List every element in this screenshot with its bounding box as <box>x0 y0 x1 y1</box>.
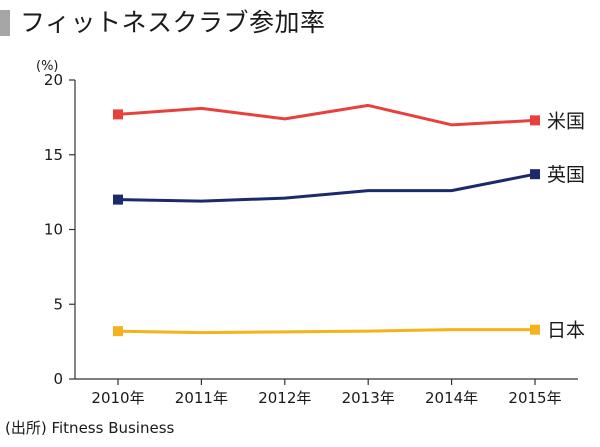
source-note: (出所) Fitness Business <box>5 419 175 437</box>
chart-title: フィットネスクラブ参加率 <box>20 8 326 37</box>
series-0-line <box>116 103 537 127</box>
series-0-label: 米国 <box>547 110 585 132</box>
y-tick-label: 15 <box>44 146 63 164</box>
chart-title-block: フィットネスクラブ参加率 <box>0 8 326 38</box>
y-tick-label: 20 <box>44 71 63 89</box>
series-1-marker <box>530 169 540 180</box>
x-tick-label: 2014年 <box>425 389 478 407</box>
series-0-marker <box>530 115 540 126</box>
series-0-marker <box>113 109 123 120</box>
series-2-marker <box>530 324 540 335</box>
series-2-label: 日本 <box>547 320 585 342</box>
x-tick-label: 2012年 <box>258 389 311 407</box>
series-2-marker <box>113 326 123 337</box>
y-axis-unit-label: (%) <box>36 59 59 74</box>
series-2-line <box>116 328 537 335</box>
x-tick-label: 2010年 <box>91 389 144 407</box>
title-marker <box>0 10 10 36</box>
y-tick-label: 0 <box>53 370 63 388</box>
x-tick-label: 2015年 <box>508 389 561 407</box>
series-1-marker <box>113 194 123 205</box>
y-tick-label: 10 <box>44 221 63 239</box>
series-1-line <box>116 172 537 203</box>
y-tick-label: 5 <box>53 295 63 313</box>
series-1-label: 英国 <box>547 164 585 186</box>
x-tick-label: 2013年 <box>342 389 395 407</box>
x-tick-label: 2011年 <box>175 389 228 407</box>
